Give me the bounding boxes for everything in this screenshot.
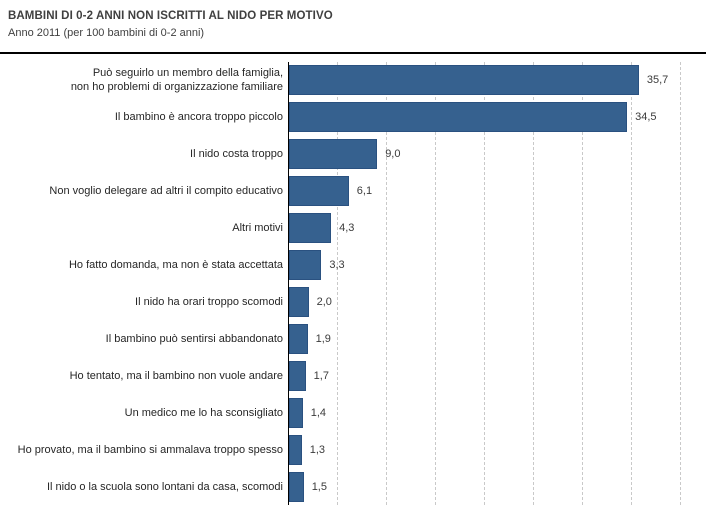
chart-subtitle: Anno 2011 (per 100 bambini di 0-2 anni) (8, 27, 205, 39)
bar (289, 471, 304, 502)
gridline-x-30 (582, 62, 583, 505)
category-label: Il bambino può sentirsi abbandonato (105, 332, 283, 345)
category-label: Il nido costa troppo (190, 148, 283, 161)
bar-row: Ho fatto domanda, ma non è stata accetta… (0, 247, 706, 284)
bar-row: Un medico me lo ha sconsigliato 1,4 (0, 394, 706, 431)
plot-area (288, 62, 682, 505)
value-label: 6,1 (356, 185, 373, 198)
category-label: Il bambino è ancora troppo piccolo (114, 111, 283, 124)
gridline-x-35 (631, 62, 632, 505)
chart-title: BAMBINI DI 0-2 ANNI NON ISCRITTI AL NIDO… (8, 10, 333, 22)
bar-row: Può seguirlo un membro della famiglia, n… (0, 62, 706, 99)
bar (289, 434, 302, 465)
category-label: Ho fatto domanda, ma non è stata accetta… (68, 259, 283, 272)
value-label: 9,0 (385, 148, 401, 161)
gridline-x-40 (680, 62, 681, 505)
category-label: Il nido ha orari troppo scomodi (135, 295, 283, 308)
bar-row: Il bambino è ancora troppo piccolo 34,5 (0, 99, 706, 136)
bar (289, 102, 628, 133)
category-label: Ho provato, ma il bambino si ammalava tr… (17, 443, 283, 456)
bar (289, 176, 349, 207)
bar (289, 250, 322, 281)
category-label: Non voglio delegare ad altri il compito … (49, 185, 283, 198)
bar-row: Il nido costa troppo 9,0 (0, 136, 706, 173)
gridline-x-15 (435, 62, 436, 505)
gridline-x-5 (337, 62, 338, 505)
bar (289, 360, 306, 391)
category-label: Può seguirlo un membro della famiglia, n… (70, 67, 283, 94)
value-label: 2,0 (316, 295, 332, 308)
value-label: 1,3 (309, 443, 326, 456)
bar (289, 286, 309, 317)
value-label: 3,3 (329, 259, 345, 272)
value-label: 35,7 (646, 74, 669, 87)
bar-row: Ho provato, ma il bambino si ammalava tr… (0, 431, 706, 468)
bar (289, 213, 332, 244)
value-label: 34,5 (635, 111, 657, 124)
bar-row: Altri motivi 4,3 (0, 210, 706, 247)
bar-row: Ho tentato, ma il bambino non vuole anda… (0, 357, 706, 394)
category-label: Il nido o la scuola sono lontani da casa… (46, 480, 283, 493)
bar (289, 397, 303, 428)
value-label: 4,3 (339, 222, 355, 235)
bar-row: Il bambino può sentirsi abbandonato 1,9 (0, 320, 706, 357)
value-label: 1,9 (315, 332, 331, 345)
category-label: Un medico me lo ha sconsigliato (124, 406, 283, 419)
category-label: Altri motivi (232, 222, 283, 235)
value-label: 1,5 (311, 480, 327, 493)
gridline-x-25 (533, 62, 534, 505)
gridline-x-10 (386, 62, 387, 505)
gridline-x-20 (484, 62, 485, 505)
bar-row: Il nido ha orari troppo scomodi 2,0 (0, 284, 706, 321)
bar (289, 65, 639, 96)
chart-area: Può seguirlo un membro della famiglia, n… (0, 56, 706, 512)
bar (289, 323, 308, 354)
category-label: Ho tentato, ma il bambino non vuole anda… (69, 369, 283, 382)
value-label: 1,4 (310, 406, 327, 419)
bar-row: Non voglio delegare ad altri il compito … (0, 173, 706, 210)
bar-row: Il nido o la scuola sono lontani da casa… (0, 468, 706, 505)
value-label: 1,7 (313, 369, 329, 382)
chart-header: BAMBINI DI 0-2 ANNI NON ISCRITTI AL NIDO… (0, 0, 706, 54)
bar (289, 139, 378, 170)
